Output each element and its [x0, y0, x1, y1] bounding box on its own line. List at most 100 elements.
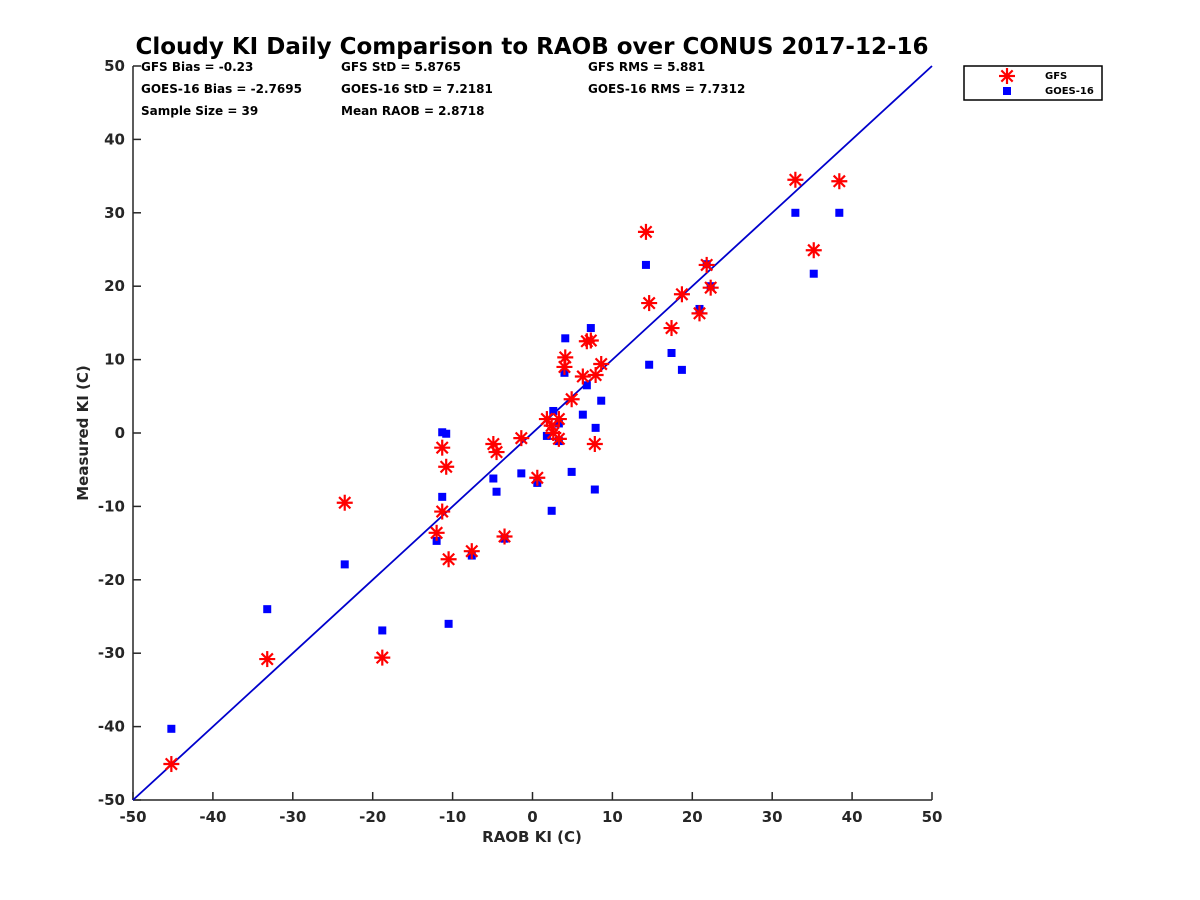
x-tick-label: 10: [602, 808, 623, 826]
y-tick-label: 30: [104, 204, 125, 222]
gfs-point: [336, 494, 353, 511]
goes16-point: [561, 334, 570, 343]
gfs-point: [574, 368, 591, 385]
gfs-point: [529, 469, 546, 486]
gfs-point: [434, 503, 451, 520]
one-to-one-line: [132, 65, 933, 801]
x-tick-label: -20: [359, 808, 386, 826]
series-goes-16: [167, 208, 844, 733]
goes16-point: [645, 360, 654, 369]
y-tick-label: -50: [98, 791, 125, 809]
x-tick-label: 0: [527, 808, 537, 826]
goes16-point: [378, 626, 387, 635]
gfs-point: [673, 286, 690, 303]
goes16-point: [438, 492, 447, 501]
legend-goes16-label: GOES-16: [1045, 86, 1094, 97]
y-tick-label: -10: [98, 497, 125, 515]
gfs-point: [641, 295, 658, 312]
goes16-point: [586, 324, 595, 333]
goes16-point: [578, 410, 587, 419]
x-axis-label: RAOB KI (C): [482, 828, 582, 846]
goes16-rms-stat: GOES-16 RMS = 7.7312: [588, 82, 745, 96]
goes16-point: [517, 469, 526, 478]
gfs-point: [463, 543, 480, 560]
gfs-point: [163, 756, 180, 773]
gfs-point: [259, 651, 276, 668]
gfs-point: [805, 242, 822, 259]
gfs-bias-stat: GFS Bias = -0.23: [141, 60, 253, 74]
y-tick-label: 40: [104, 130, 125, 148]
x-tick-label: -30: [279, 808, 306, 826]
goes16-point: [809, 269, 818, 278]
legend-square-icon: [1003, 87, 1011, 95]
x-tick-label: -50: [119, 808, 146, 826]
gfs-point: [496, 528, 513, 545]
goes16-point: [641, 260, 650, 269]
gfs-point: [440, 551, 457, 568]
goes16-point: [667, 348, 676, 357]
legend-goes16-marker: [1003, 87, 1011, 95]
gfs-point: [593, 356, 610, 373]
y-tick-label: 20: [104, 277, 125, 295]
goes16-point: [542, 431, 551, 440]
x-tick-label: -40: [199, 808, 226, 826]
gfs-point: [557, 349, 574, 366]
goes16-point: [597, 396, 606, 405]
x-tick-label: 40: [842, 808, 863, 826]
series-gfs: [163, 171, 848, 773]
goes16-point: [444, 619, 453, 628]
gfs-point: [488, 444, 505, 461]
legend-box: [963, 65, 1103, 101]
gfs-std-stat: GFS StD = 5.8765: [341, 60, 461, 74]
mean-raob-stat: Mean RAOB = 2.8718: [341, 104, 485, 118]
stats-block: GFS Bias = -0.23 GFS StD = 5.8765 GFS RM…: [141, 60, 745, 118]
x-tick-label: 50: [922, 808, 943, 826]
legend: GFS GOES-16: [963, 65, 1103, 101]
plot-area: -50 -40 -30 -20 -10 0 10 20 30 40 50 -50 -40 -30 -20 -1…: [98, 57, 943, 826]
gfs-point: [637, 223, 654, 240]
gfs-point: [787, 171, 804, 188]
sample-size-stat: Sample Size = 39: [141, 104, 258, 118]
goes16-point: [791, 208, 800, 217]
gfs-point: [428, 524, 445, 541]
goes16-point: [567, 467, 576, 476]
goes16-bias-stat: GOES-16 Bias = -2.7695: [141, 82, 302, 96]
goes16-point: [835, 208, 844, 217]
goes16-point: [591, 423, 600, 432]
goes16-point: [677, 365, 686, 374]
gfs-point: [831, 173, 848, 190]
goes16-point: [492, 487, 501, 496]
chart-title: Cloudy KI Daily Comparison to RAOB over …: [135, 34, 928, 60]
y-tick-label: -20: [98, 571, 125, 589]
gfs-point: [438, 458, 455, 475]
goes16-point: [547, 506, 556, 515]
gfs-point: [691, 305, 708, 322]
gfs-point: [550, 411, 567, 428]
legend-gfs-label: GFS: [1045, 71, 1067, 82]
goes16-point: [167, 724, 176, 733]
gfs-point: [582, 332, 599, 349]
y-tick-label: 0: [115, 424, 125, 442]
gfs-point: [586, 436, 603, 453]
y-tick-label: 50: [104, 57, 125, 75]
gfs-point: [563, 391, 580, 408]
goes16-point: [442, 429, 451, 438]
gfs-point: [550, 430, 567, 447]
gfs-rms-stat: GFS RMS = 5.881: [588, 60, 705, 74]
gfs-point: [374, 649, 391, 666]
x-tick-label: 20: [682, 808, 703, 826]
gfs-point: [702, 279, 719, 296]
goes16-point: [582, 381, 591, 390]
goes16-point: [590, 485, 599, 494]
goes16-point: [489, 474, 498, 483]
x-tick-label: -10: [439, 808, 466, 826]
legend-gfs-marker: [999, 68, 1015, 84]
x-tick-label: 30: [762, 808, 783, 826]
goes16-point: [263, 605, 272, 614]
goes16-point: [432, 536, 441, 545]
y-axis-label: Measured KI (C): [74, 365, 92, 501]
gfs-point: [513, 430, 530, 447]
gfs-point: [698, 256, 715, 273]
goes16-std-stat: GOES-16 StD = 7.2181: [341, 82, 493, 96]
